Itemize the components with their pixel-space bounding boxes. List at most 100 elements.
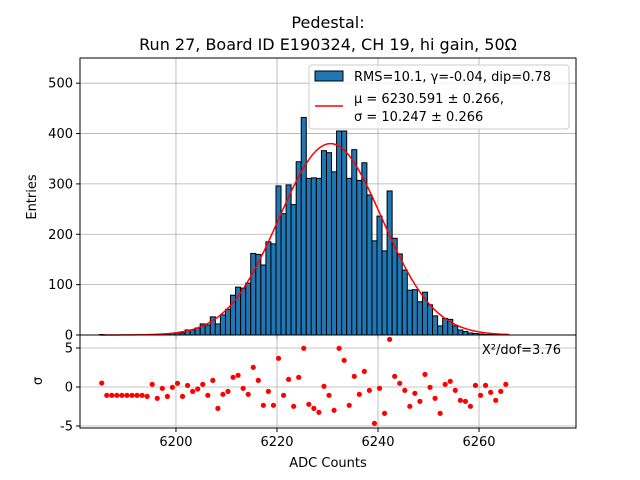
residual-point bbox=[412, 390, 418, 396]
residual-point bbox=[260, 402, 266, 408]
residual-point bbox=[149, 381, 155, 387]
histogram-bar bbox=[315, 177, 322, 336]
histogram-bar bbox=[300, 116, 307, 336]
residual-axes-frame bbox=[79, 334, 577, 429]
histogram-bar bbox=[270, 243, 277, 336]
legend-label-fit-mu: μ = 6230.591 ± 0.266, bbox=[354, 92, 504, 107]
residual-point bbox=[296, 374, 302, 380]
residual-point bbox=[225, 388, 231, 394]
y-tick-label: 200 bbox=[48, 228, 73, 243]
histogram-bar bbox=[204, 324, 211, 336]
histogram-bar bbox=[396, 253, 403, 336]
residual-point bbox=[134, 392, 140, 398]
residual-point bbox=[482, 382, 489, 388]
residual-point bbox=[184, 382, 191, 389]
residual-point bbox=[432, 395, 438, 401]
residual-point bbox=[99, 380, 105, 386]
histogram-bar bbox=[371, 240, 378, 336]
histogram-bar bbox=[250, 252, 257, 336]
histogram-bar bbox=[305, 177, 312, 336]
residual-point bbox=[427, 384, 433, 390]
histogram-bar bbox=[341, 130, 348, 336]
histogram-bar bbox=[416, 301, 423, 336]
residual-point bbox=[139, 392, 145, 398]
histogram-bar bbox=[285, 184, 292, 336]
residual-point bbox=[265, 388, 271, 394]
y-axis-label: Entries bbox=[25, 174, 40, 220]
residual-point bbox=[114, 392, 120, 398]
residual-point bbox=[179, 393, 186, 399]
residual-point bbox=[270, 402, 277, 408]
residual-point bbox=[109, 392, 115, 398]
histogram-bar bbox=[290, 204, 297, 336]
histogram-bar bbox=[320, 150, 327, 336]
residual-point bbox=[402, 387, 408, 393]
residual-point bbox=[230, 374, 236, 380]
y-tick-label: 500 bbox=[48, 77, 73, 92]
residual-point bbox=[462, 398, 468, 404]
residual-point bbox=[154, 395, 160, 401]
x-tick-label: 6240 bbox=[361, 435, 394, 450]
residual-point bbox=[210, 377, 216, 383]
histogram-bar bbox=[245, 282, 252, 336]
main-y-ticks: 0 100 200 300 400 500 bbox=[48, 77, 480, 344]
histogram-bar bbox=[406, 289, 413, 336]
residual-point bbox=[387, 336, 393, 342]
residual-point bbox=[306, 401, 312, 407]
residual-point bbox=[407, 403, 413, 409]
residual-point bbox=[235, 372, 241, 378]
residual-point bbox=[447, 378, 453, 384]
chi2-annotation: X²/dof=3.76 bbox=[482, 343, 561, 358]
residual-ticks: -5 0 5 6200 6220 6240 6260 bbox=[60, 342, 496, 450]
chart-title-line2: Run 27, Board ID E190324, CH 19, hi gain… bbox=[139, 35, 517, 54]
residual-point bbox=[301, 345, 307, 351]
residual-point bbox=[397, 380, 403, 386]
residual-point bbox=[240, 385, 246, 391]
histogram-bar bbox=[260, 264, 267, 336]
histogram-bar bbox=[401, 269, 408, 336]
x-tick-label: 6200 bbox=[159, 435, 192, 450]
residual-point bbox=[326, 392, 332, 398]
residual-y-tick-label: 5 bbox=[65, 342, 73, 357]
residual-point bbox=[457, 397, 463, 403]
x-tick-label: 6260 bbox=[462, 435, 495, 450]
legend-box bbox=[308, 64, 570, 130]
histogram-bar bbox=[310, 177, 317, 336]
residual-point bbox=[376, 385, 383, 391]
residual-y-tick-label: 0 bbox=[65, 380, 73, 395]
y-tick-label: 300 bbox=[48, 177, 73, 192]
residual-point bbox=[286, 376, 292, 382]
x-tick-label: 6220 bbox=[260, 435, 293, 450]
residual-point bbox=[467, 403, 474, 409]
histogram-bar bbox=[427, 304, 434, 336]
legend: RMS=10.1, γ=-0.04, dip=0.78 μ = 6230.591… bbox=[308, 64, 570, 130]
residual-point bbox=[417, 398, 423, 404]
residual-point bbox=[488, 389, 494, 395]
residual-points bbox=[99, 336, 509, 426]
residual-y-tick-label: -5 bbox=[60, 419, 73, 434]
residual-point bbox=[361, 368, 367, 375]
residual-point bbox=[351, 373, 357, 379]
residual-point bbox=[442, 381, 448, 387]
residual-point bbox=[392, 373, 398, 379]
residual-point bbox=[169, 384, 176, 390]
residual-point bbox=[472, 382, 479, 388]
residual-point bbox=[321, 383, 327, 389]
histogram-bar bbox=[265, 241, 272, 336]
histogram-bar bbox=[336, 130, 343, 336]
residual-point bbox=[291, 403, 297, 409]
histogram-bar bbox=[457, 329, 464, 336]
residual-point bbox=[159, 385, 165, 391]
residual-point bbox=[498, 388, 504, 394]
residual-point bbox=[371, 420, 378, 426]
histogram-bar bbox=[442, 317, 449, 336]
residual-point bbox=[422, 371, 428, 377]
residual-point bbox=[255, 377, 261, 383]
y-tick-label: 0 bbox=[65, 329, 73, 344]
histogram-bar bbox=[219, 314, 226, 336]
residual-point bbox=[195, 386, 201, 392]
histogram-bar bbox=[366, 194, 373, 336]
residual-point bbox=[381, 410, 388, 416]
residual-point bbox=[477, 392, 484, 398]
